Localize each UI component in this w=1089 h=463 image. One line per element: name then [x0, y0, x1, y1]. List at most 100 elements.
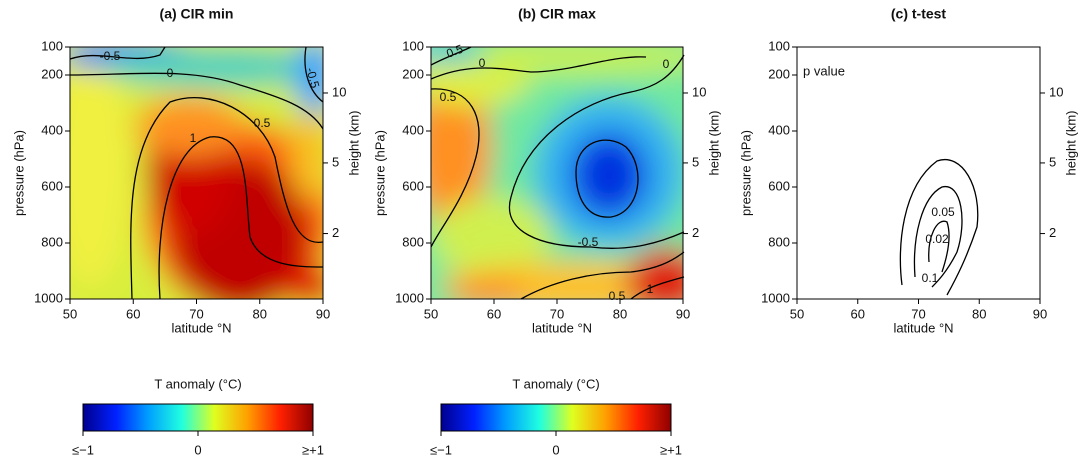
contour-line: [630, 276, 685, 300]
contour-label: 0.5: [440, 90, 457, 104]
x-tick-label: 80: [253, 306, 267, 321]
contour-line: [130, 97, 324, 300]
contour-label: -0.5: [303, 66, 322, 90]
contour-line: [928, 220, 950, 273]
contour-label: 0: [479, 56, 486, 70]
colorbar-tick-label: ≤−1: [72, 442, 94, 457]
y2-tick-label: 2: [332, 225, 339, 240]
field-blob: [446, 277, 526, 299]
colorbar-title: T anomaly (°C): [154, 376, 241, 391]
y2-tick-label: 5: [692, 154, 699, 169]
x-tick-label: 50: [424, 306, 438, 321]
contour-label: 0.05: [931, 205, 955, 219]
x-tick-label: 70: [550, 306, 564, 321]
y2-axis-label: height (km): [706, 110, 721, 175]
chart-title: (a) CIR min: [160, 6, 234, 22]
y-tick-label: 600: [402, 178, 424, 193]
annotation: p value: [803, 63, 845, 78]
x-axis-label: latitude °N: [171, 320, 231, 335]
y2-tick-label: 2: [692, 225, 699, 240]
contour-label: 1: [647, 282, 654, 296]
contour-label: -0.5: [578, 235, 599, 249]
y-tick-label: 1000: [761, 290, 790, 305]
panel: 0.05 0.02 0.1 50 60 70 80 90 100 200 400 600 800 1000…: [738, 6, 1078, 336]
x-tick-label: 80: [972, 306, 986, 321]
contour-line: [69, 46, 166, 60]
y2-tick-label: 5: [1049, 154, 1056, 169]
field-blob: [135, 97, 245, 157]
y-tick-label: 600: [768, 178, 790, 193]
colorbar-scale: [82, 403, 314, 432]
contour-label: 1: [190, 131, 197, 145]
colorbar-tick-label: ≤−1: [430, 442, 452, 457]
contour-line: [430, 56, 647, 80]
y2-tick-label: 10: [692, 84, 706, 99]
contour-line: [508, 54, 685, 249]
y2-tick-label: 10: [332, 84, 346, 99]
colorbar-tick-label: ≥+1: [660, 442, 682, 457]
contour-label: 0: [663, 57, 670, 71]
x-axis-label: latitude °N: [893, 320, 953, 335]
y-tick-label: 200: [41, 66, 63, 81]
contour-line: [69, 72, 324, 130]
y2-tick-label: 10: [1049, 84, 1063, 99]
y-axis-label: pressure (hPa): [372, 130, 387, 216]
y-axis-label: pressure (hPa): [738, 130, 753, 216]
colorbar-title: T anomaly (°C): [512, 376, 599, 391]
contour-line: [158, 136, 324, 300]
contour-line: [520, 251, 685, 300]
x-tick-label: 70: [189, 306, 203, 321]
y-tick-label: 1000: [395, 290, 424, 305]
contour-label: 0.1: [922, 271, 939, 285]
y-tick-label: 200: [768, 66, 790, 81]
y-tick-label: 400: [768, 122, 790, 137]
y-tick-label: 800: [402, 234, 424, 249]
chart-title: (c) t-test: [891, 6, 947, 22]
x-tick-label: 60: [487, 306, 501, 321]
field-blob: [626, 247, 683, 299]
x-tick-label: 90: [316, 306, 330, 321]
y-tick-label: 400: [402, 122, 424, 137]
contour-line: [430, 88, 480, 248]
colorbar: T anomaly (°C) ≤−1 0 ≥+1: [430, 376, 682, 457]
field: [431, 47, 683, 299]
field-blob: [70, 47, 130, 287]
x-tick-label: 90: [676, 306, 690, 321]
y-tick-label: 800: [768, 234, 790, 249]
field-blob: [571, 133, 647, 217]
y2-tick-label: 2: [1049, 225, 1056, 240]
contour-label: 0: [167, 66, 174, 80]
contour-line: [899, 158, 979, 296]
colorbar-scale: [440, 403, 672, 432]
panel: -0.5 0 0.5 1 -0.5 50 60 70 80 90 100 200 400 600 800 10…: [11, 6, 361, 336]
y-tick-label: 100: [41, 38, 63, 53]
field-blob: [431, 67, 491, 227]
y2-tick-label: 5: [332, 154, 339, 169]
x-tick-label: 60: [126, 306, 140, 321]
y-tick-label: 100: [768, 38, 790, 53]
x-axis-label: latitude °N: [532, 320, 592, 335]
field-blob: [290, 112, 323, 202]
x-tick-label: 80: [613, 306, 627, 321]
y-tick-label: 400: [41, 122, 63, 137]
contour-label: 0.5: [254, 116, 271, 130]
contour-label: -0.5: [100, 49, 121, 63]
y-tick-label: 600: [41, 178, 63, 193]
y2-axis-label: height (km): [1063, 110, 1078, 175]
plot-frame: [796, 46, 1041, 300]
contour-line: [913, 186, 963, 288]
contour-label: 0.5: [444, 42, 465, 61]
y2-axis-label: height (km): [346, 110, 361, 175]
colorbar-tick-label: 0: [194, 442, 201, 457]
field-blob: [431, 197, 551, 277]
colorbar: T anomaly (°C) ≤−1 0 ≥+1: [72, 376, 324, 457]
colorbar-tick-label: 0: [552, 442, 559, 457]
contour-line: [304, 46, 324, 103]
x-tick-label: 90: [1033, 306, 1047, 321]
x-tick-label: 70: [911, 306, 925, 321]
field-blob: [100, 47, 323, 87]
chart-title: (b) CIR max: [518, 6, 596, 22]
y-axis-label: pressure (hPa): [11, 130, 26, 216]
x-tick-label: 60: [851, 306, 865, 321]
